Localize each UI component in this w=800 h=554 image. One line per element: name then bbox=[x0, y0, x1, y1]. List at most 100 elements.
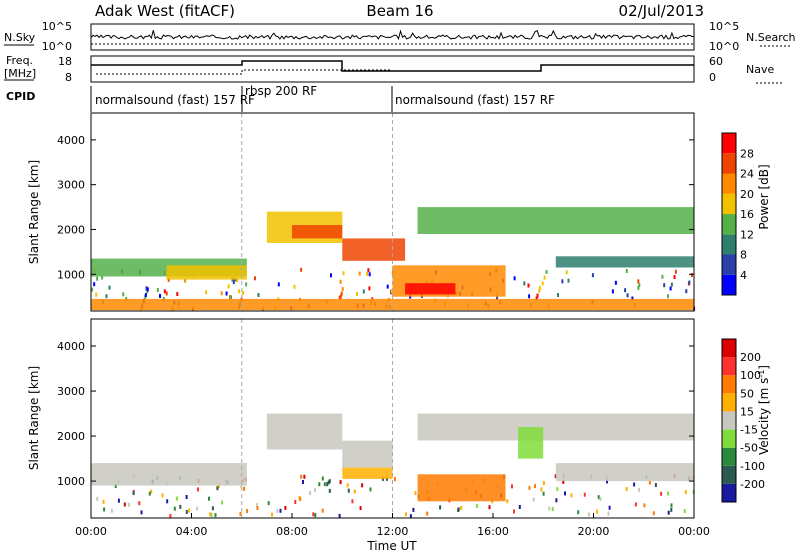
power-scatter-cell bbox=[527, 283, 530, 288]
freq-tick-top: 18 bbox=[58, 55, 72, 68]
noise-right-tick-top: 10^5 bbox=[709, 20, 739, 33]
power-scatter-cell bbox=[144, 293, 147, 297]
velocity-scatter-cell bbox=[110, 508, 113, 513]
power-ytick-label: 4000 bbox=[57, 134, 85, 147]
velocity-scatter-cell bbox=[439, 505, 442, 510]
power-scatter-cell bbox=[624, 288, 627, 293]
velocity-scatter-cell bbox=[185, 495, 188, 499]
velocity-scatter-cell bbox=[353, 489, 356, 494]
power-colorbar-tick: 28 bbox=[740, 147, 754, 160]
velocity-scatter-cell bbox=[554, 474, 557, 479]
power-ylabel: Slant Range [km] bbox=[27, 160, 41, 264]
velocity-scatter-cell bbox=[583, 492, 586, 497]
freq-tick-bottom: 8 bbox=[65, 71, 72, 84]
velocity-band bbox=[518, 427, 544, 459]
velocity-scatter-cell bbox=[148, 491, 151, 496]
velocity-scatter-cell bbox=[140, 510, 143, 515]
velocity-colorbar-swatch bbox=[722, 411, 736, 430]
velocity-scatter-cell bbox=[103, 507, 106, 512]
velocity-scatter-cell bbox=[654, 483, 657, 487]
velocity-ylabel: Slant Range [km] bbox=[27, 366, 41, 470]
velocity-scatter-cell bbox=[303, 474, 306, 479]
velocity-heatmap bbox=[91, 319, 695, 519]
velocity-scatter-cell bbox=[326, 482, 329, 487]
power-scatter-cell bbox=[690, 273, 693, 277]
velocity-colorbar-swatch bbox=[722, 429, 736, 448]
power-scatter-cell bbox=[368, 286, 371, 291]
power-scatter-cell bbox=[496, 295, 499, 300]
velocity-scatter-cell bbox=[555, 498, 558, 503]
time-axis-label: Time UT bbox=[366, 539, 417, 553]
nave-tick-bottom: 0 bbox=[709, 71, 716, 84]
power-scatter-cell bbox=[674, 269, 677, 274]
power-colorbar-swatch bbox=[722, 173, 736, 194]
power-scatter-cell bbox=[176, 292, 179, 296]
time-tick-label: 04:00 bbox=[176, 525, 208, 538]
velocity-scatter-cell bbox=[542, 491, 545, 496]
time-tick-label: 08:00 bbox=[276, 525, 308, 538]
velocity-scatter-cell bbox=[414, 491, 417, 496]
velocity-colorbar: 200 100 50 15 -15 -50 -100 -200 bbox=[721, 338, 765, 503]
power-scatter-cell bbox=[535, 296, 538, 301]
power-frame bbox=[90, 112, 695, 312]
power-scatter-cell bbox=[637, 285, 640, 290]
velocity-colorbar-tick: -50 bbox=[740, 442, 758, 455]
nave-label: Nave bbox=[746, 63, 774, 76]
power-scatter-cell bbox=[339, 294, 342, 299]
velocity-scatter-cell bbox=[338, 513, 341, 518]
power-colorbar-swatch bbox=[722, 133, 736, 154]
velocity-colorbar-swatch bbox=[722, 357, 736, 376]
power-scatter-cell bbox=[513, 276, 516, 281]
velocity-scatter-cell bbox=[173, 506, 176, 511]
velocity-scatter-cell bbox=[240, 484, 243, 489]
velocity-scatter-cell bbox=[597, 495, 600, 500]
velocity-scatter-cell bbox=[314, 488, 316, 493]
power-scatter-cell bbox=[523, 281, 526, 286]
velocity-ytick-label: 1000 bbox=[57, 475, 85, 488]
velocity-scatter-cell bbox=[256, 506, 259, 510]
velocity-scatter-cell bbox=[667, 510, 670, 515]
power-colorbar-swatch bbox=[722, 153, 736, 174]
power-colorbar-tick: 8 bbox=[740, 249, 747, 262]
noise-left-tick-bottom: 10^0 bbox=[42, 40, 72, 53]
velocity-scatter-cell bbox=[328, 488, 331, 493]
velocity-scatter-cell bbox=[314, 513, 317, 518]
velocity-scatter-cell bbox=[684, 490, 687, 495]
power-scatter-cell bbox=[96, 276, 99, 281]
velocity-band bbox=[342, 467, 393, 479]
power-scatter-cell bbox=[637, 279, 640, 284]
time-tick-label: 16:00 bbox=[477, 525, 509, 538]
velocity-scatter-cell bbox=[271, 512, 273, 517]
power-panel: 1000 2000 3000 4000 Slant Range [km] 4 8 12 16… bbox=[27, 112, 771, 312]
power-scatter-cell bbox=[368, 272, 371, 277]
power-scatter-cell bbox=[277, 282, 280, 287]
velocity-scatter-cell bbox=[412, 507, 415, 512]
velocity-colorbar-tick: -15 bbox=[740, 424, 758, 437]
beam-title: Beam 16 bbox=[366, 2, 433, 20]
power-scatter-cell bbox=[145, 286, 148, 291]
velocity-colorbar-tick: 50 bbox=[740, 387, 754, 400]
velocity-band bbox=[266, 413, 343, 450]
station-title: Adak West (fitACF) bbox=[95, 2, 235, 20]
power-scatter-cell bbox=[626, 293, 629, 298]
cpid-segment-1: normalsound (fast) 157 RF bbox=[95, 93, 255, 107]
velocity-scatter-cell bbox=[346, 483, 349, 488]
power-scatter-cell bbox=[227, 284, 230, 289]
velocity-scatter-cell bbox=[321, 476, 324, 481]
velocity-scatter-cell bbox=[196, 506, 199, 511]
velocity-scatter-cell bbox=[518, 505, 521, 509]
velocity-scatter-cell bbox=[577, 510, 580, 515]
velocity-ytick-label: 2000 bbox=[57, 430, 85, 443]
power-scatter-cell bbox=[625, 269, 628, 273]
power-scatter-cell bbox=[235, 278, 238, 283]
power-scatter-cell bbox=[688, 280, 691, 285]
power-scatter-cell bbox=[254, 276, 256, 281]
power-scatter-cell bbox=[670, 282, 673, 287]
noise-left-tick-top: 10^5 bbox=[42, 20, 72, 33]
velocity-scatter-cell bbox=[128, 502, 130, 507]
velocity-scatter-cell bbox=[359, 506, 362, 511]
velocity-scatter-cell bbox=[211, 506, 214, 511]
velocity-scatter-cell bbox=[276, 509, 279, 514]
velocity-scatter-cell bbox=[347, 488, 350, 493]
power-scatter-cell bbox=[245, 282, 248, 287]
